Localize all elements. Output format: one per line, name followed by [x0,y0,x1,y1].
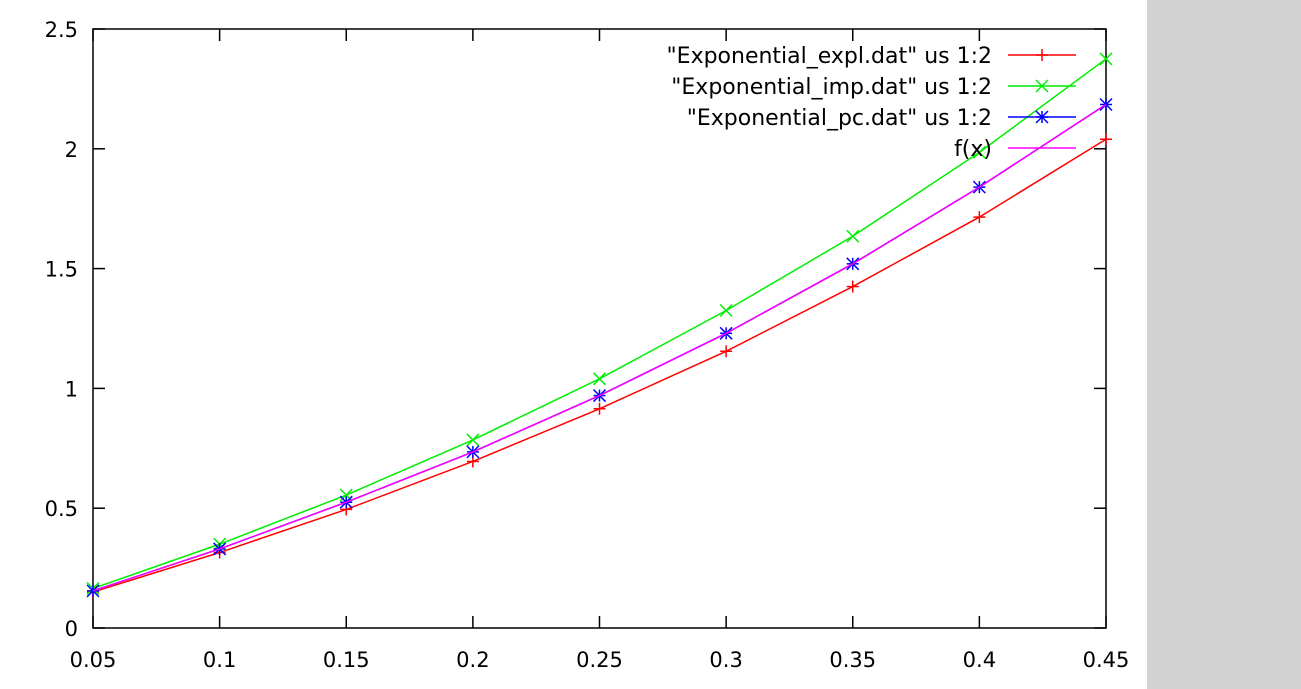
data-point-1-4 [592,372,607,386]
y-tick-label: 1.5 [45,258,78,282]
legend-label-1: "Exponential_imp.dat" us 1:2 [671,75,992,100]
x-tick-label: 0.05 [70,648,117,672]
y-tick-label: 1 [65,377,78,401]
data-point-0-8 [1100,133,1112,146]
data-point-0-4 [593,402,606,415]
data-point-1-6 [846,229,860,243]
x-tick-label: 0.35 [829,648,876,672]
legend: "Exponential_expl.dat" us 1:2 "Exponentia… [667,44,1076,162]
x-tick-label: 0.3 [709,648,742,672]
axes: 0.05 0.1 0.15 0.2 0.25 0.3 0.35 0.4 0.45 0 0.5 1 1.5… [45,18,1130,672]
legend-label-0: "Exponential_expl.dat" us 1:2 [667,44,992,69]
data-point-1-7 [972,145,986,159]
y-tick-label: 2.5 [45,18,78,42]
legend-marker-2 [1035,110,1049,124]
y-tick-label: 2 [65,138,78,162]
y-tick-label: 0.5 [45,497,78,521]
series-line-0 [92,138,1107,593]
x-tick-label: 0.25 [576,648,623,672]
data-point-0-7 [973,211,986,224]
x-tick-label: 0.15 [323,648,370,672]
x-tick-label: 0.1 [203,648,236,672]
line-chart: 0.05 0.1 0.15 0.2 0.25 0.3 0.35 0.4 0.45 0 0.5 1 1.5… [45,18,1130,672]
data-point-1-5 [719,303,733,318]
data-point-0-6 [846,280,859,293]
data-point-1-3 [466,433,480,447]
legend-marker-0 [1036,49,1048,61]
y-tick-label: 0 [65,617,78,641]
side-panel [1147,0,1301,689]
x-tick-label: 0.4 [963,648,996,672]
series-line-3 [92,103,1107,592]
series-layer [86,52,1113,599]
x-tick-label: 0.2 [456,648,489,672]
data-point-0-5 [720,345,733,358]
data-point-1-8 [1099,52,1113,66]
legend-label-2: "Exponential_pc.dat" us 1:2 [687,106,992,131]
series-line-2 [92,103,1107,592]
x-tick-label: 0.45 [1083,648,1130,672]
legend-label-3: f(x) [954,137,992,162]
legend-marker-1 [1035,79,1049,93]
